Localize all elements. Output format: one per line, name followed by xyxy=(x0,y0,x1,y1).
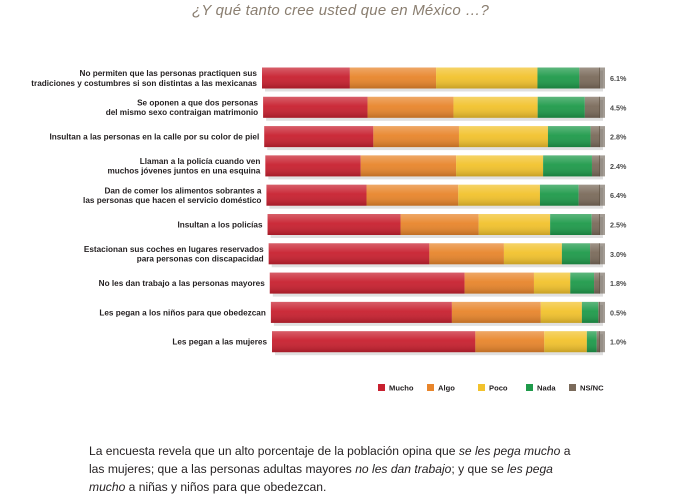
category-label-line: Insultan a las personas en la calle por … xyxy=(49,133,259,142)
category-label-line: No permiten que las personas practiquen … xyxy=(80,69,258,78)
bar-end-cap xyxy=(599,214,605,235)
caption-text-4: a niñas y niños para que obedezcan. xyxy=(125,480,327,495)
bar-gloss xyxy=(268,243,600,265)
bar-end-cap xyxy=(599,96,605,118)
legend-swatch-nada xyxy=(526,384,533,391)
nsnc-percent-label: 6.1% xyxy=(610,74,627,83)
legend-label-nada: Nada xyxy=(537,384,556,393)
category-label-line: del mismo sexo contraigan matrimonio xyxy=(106,108,258,117)
caption-text-2: a las mujeres; que a las personas adulta… xyxy=(89,444,571,477)
legend-label-poco: Poco xyxy=(489,384,508,393)
category-label: Les pegan a los niños para que obedezcan xyxy=(99,308,266,317)
nsnc-percent-label: 1.8% xyxy=(610,279,627,288)
category-label: Se oponen a que dos personas del mismo se… xyxy=(106,99,259,118)
nsnc-percent-label: 6.4% xyxy=(610,191,627,200)
caption-italic-1: se les pega mucho xyxy=(458,444,561,459)
nsnc-percent-label: 2.5% xyxy=(610,221,627,230)
bar-end-cap xyxy=(599,184,605,206)
bar-gloss xyxy=(262,67,600,89)
category-label-line: Se oponen a que dos personas xyxy=(137,99,258,108)
nsnc-percent-label: 0.5% xyxy=(610,308,627,317)
category-label-line: las personas que hacen el servicio domés… xyxy=(83,196,261,205)
bar-gloss xyxy=(264,126,600,148)
category-label: Estacionan sus coches en lugares reserva… xyxy=(84,245,264,264)
category-label: Insultan a los policías xyxy=(177,221,263,230)
bar-gloss xyxy=(265,155,600,177)
nsnc-percent-label: 1.0% xyxy=(610,338,627,347)
caption-paragraph: La encuesta revela que un alto porcentaj… xyxy=(89,442,589,496)
nsnc-percent-label: 3.0% xyxy=(610,250,627,259)
category-label-line: tradiciones y costumbres si son distinta… xyxy=(31,79,257,88)
bar-gloss xyxy=(267,214,600,235)
category-label-line: Llaman a la policía cuando ven xyxy=(140,157,261,166)
bar-end-cap xyxy=(599,67,605,89)
chart-title: ¿Y qué tanto cree usted que en México …? xyxy=(191,2,490,19)
category-label: Dan de comer los alimentos sobrantes a la… xyxy=(83,186,262,205)
category-label-line: para personas con discapacidad xyxy=(137,255,264,264)
caption-text-1: La encuesta revela que un alto porcentaj… xyxy=(89,444,459,459)
category-label-line: Insultan a los policías xyxy=(177,221,263,230)
bar-gloss xyxy=(272,331,600,353)
stacked-bar-chart: No permiten que las personas practiquen … xyxy=(31,67,627,393)
category-label-line: Estacionan sus coches en lugares reserva… xyxy=(84,245,264,254)
legend-swatch-mucho xyxy=(378,384,385,391)
category-label-line: No les dan trabajo a las personas mayore… xyxy=(99,279,266,288)
category-label-line: Dan de comer los alimentos sobrantes a xyxy=(104,186,261,195)
category-label: No les dan trabajo a las personas mayore… xyxy=(99,279,266,288)
bar-gloss xyxy=(270,301,600,323)
legend-label-mucho: Mucho xyxy=(389,384,414,393)
caption-italic-3: les pega mucho xyxy=(89,462,553,495)
bar-gloss xyxy=(266,184,600,206)
caption-italic-2: no les dan trabajo xyxy=(355,462,452,477)
bar-gloss xyxy=(263,96,600,118)
bar-end-cap xyxy=(599,243,605,265)
nsnc-percent-label: 2.4% xyxy=(610,162,627,171)
legend-swatch-nsnc xyxy=(569,384,576,391)
nsnc-percent-label: 2.8% xyxy=(610,133,627,142)
legend-swatch-poco xyxy=(478,384,485,391)
category-label: Les pegan a las mujeres xyxy=(172,338,267,347)
bar-end-cap xyxy=(599,301,605,323)
category-label: Llaman a la policía cuando ven muchos jóv… xyxy=(107,157,260,176)
legend-label-algo: Algo xyxy=(438,384,455,393)
legend-swatch-algo xyxy=(427,384,434,391)
category-label: No permiten que las personas practiquen … xyxy=(31,69,257,88)
bar-gloss xyxy=(269,272,600,294)
bar-end-cap xyxy=(599,155,605,177)
bar-end-cap xyxy=(599,331,605,353)
category-label: Insultan a las personas en la calle por … xyxy=(49,133,259,142)
bar-end-cap xyxy=(599,126,605,148)
legend-label-nsnc: NS/NC xyxy=(580,384,604,393)
category-label-line: muchos jóvenes juntos en una esquina xyxy=(107,167,260,176)
bar-end-cap xyxy=(599,272,605,294)
category-label-line: Les pegan a los niños para que obedezcan xyxy=(99,308,266,317)
category-label-line: Les pegan a las mujeres xyxy=(172,338,267,347)
nsnc-percent-label: 4.5% xyxy=(610,103,627,112)
caption-text-3: ; y que se xyxy=(451,462,508,477)
